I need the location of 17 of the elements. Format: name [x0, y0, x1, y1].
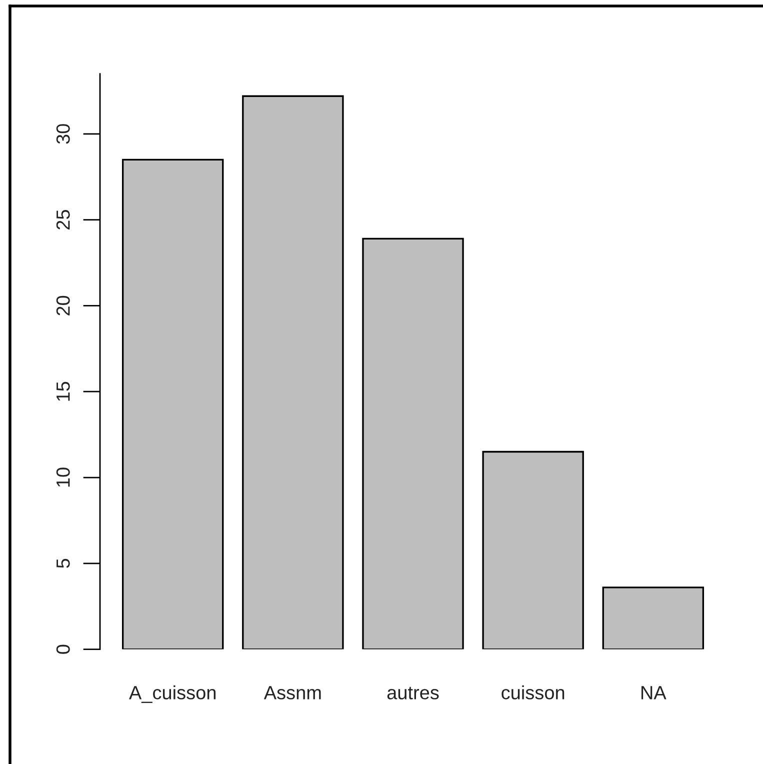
y-tick-label: 0 — [56, 644, 70, 654]
x-tick-label: cuisson — [502, 685, 564, 700]
y-tick-label: 30 — [56, 124, 70, 144]
x-tick-label: A_cuisson — [128, 685, 216, 703]
y-tick-label: 5 — [56, 558, 70, 568]
x-tick-label: Assnm — [264, 686, 321, 700]
y-tick-label: 15 — [56, 382, 70, 401]
y-tick-label: 20 — [56, 296, 70, 316]
x-tick-label: NA — [641, 686, 666, 700]
y-tick-label: 10 — [56, 468, 70, 487]
bar — [242, 95, 344, 650]
bar — [362, 238, 464, 650]
x-tick-label: autres — [387, 686, 439, 700]
bar — [122, 158, 224, 650]
bar — [602, 586, 704, 650]
y-tick-label: 25 — [56, 210, 70, 230]
bar — [482, 450, 584, 650]
